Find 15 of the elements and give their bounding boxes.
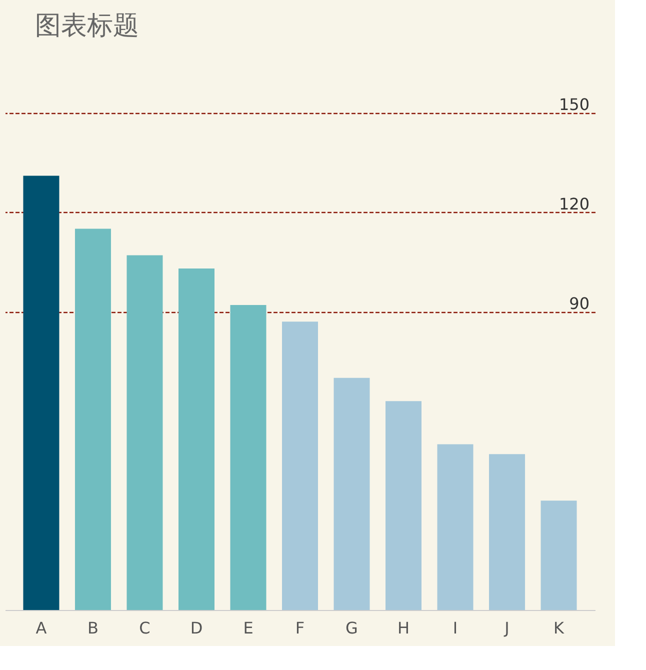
- x-tick-label: A: [36, 618, 47, 638]
- x-tick-label: C: [139, 618, 150, 638]
- y-tick-label: 90: [569, 294, 590, 314]
- y-tick-label: 120: [558, 194, 590, 214]
- x-tick-label: B: [87, 618, 98, 638]
- x-tick-label: H: [397, 618, 410, 638]
- x-tick-label: J: [504, 618, 510, 638]
- x-tick-label: K: [554, 618, 565, 638]
- x-tick-label: G: [346, 618, 358, 638]
- x-tick-label: I: [452, 618, 458, 638]
- x-tick-label: D: [190, 618, 203, 638]
- x-tick-label: E: [243, 618, 254, 638]
- chart-title: 图表标题: [35, 11, 139, 41]
- y-tick-label: 150: [558, 95, 590, 114]
- x-tick-label: F: [295, 618, 305, 638]
